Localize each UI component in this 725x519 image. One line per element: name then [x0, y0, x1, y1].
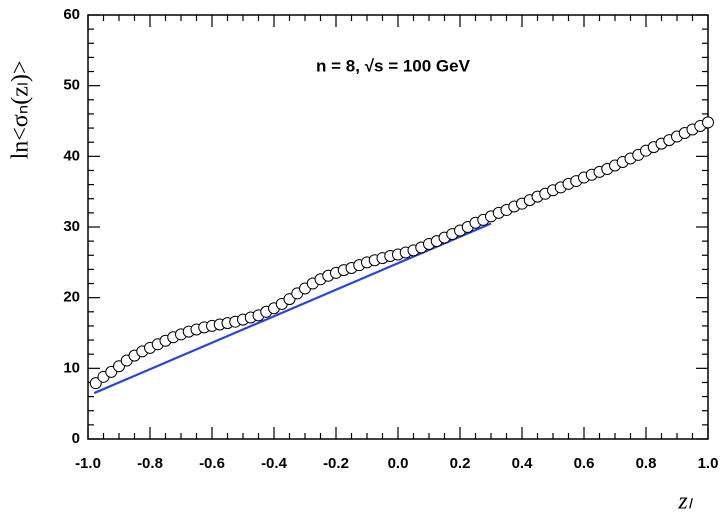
- y-tick-label: 0: [72, 430, 80, 447]
- y-tick-label: 30: [63, 218, 80, 235]
- y-tick-label: 60: [63, 6, 80, 23]
- x-axis-label: zₗ: [677, 489, 693, 515]
- x-tick-label: 0.0: [388, 455, 409, 472]
- x-tick-label: 0.6: [574, 455, 595, 472]
- y-tick-label: 50: [63, 77, 80, 94]
- data-point: [702, 116, 714, 129]
- x-tick-label: -0.8: [137, 455, 163, 472]
- y-tick-label: 10: [63, 359, 80, 376]
- plot-frame: [87, 14, 709, 440]
- x-tick-label: 0.8: [636, 455, 657, 472]
- y-tick-label: 20: [63, 289, 80, 306]
- x-tick-label: -0.2: [323, 455, 349, 472]
- data-point: [89, 377, 102, 390]
- x-tick-label: -0.4: [261, 455, 288, 472]
- x-tick-label: -0.6: [199, 455, 225, 472]
- x-tick-label: 0.2: [450, 455, 471, 472]
- y-tick-label: 40: [63, 147, 80, 164]
- annotation: n = 8, √s = 100 GeV: [316, 56, 471, 75]
- y-axis-label: ln<σₙ(zₗ)>: [8, 61, 34, 160]
- x-tick-label: 0.4: [512, 455, 534, 472]
- x-tick-label: -1.0: [75, 455, 101, 472]
- x-tick-label: 1.0: [698, 455, 719, 472]
